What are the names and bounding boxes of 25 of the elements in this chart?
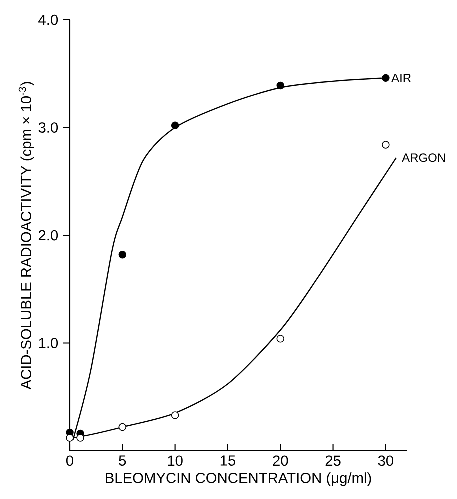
y-tick-label: 2.0 — [38, 230, 58, 241]
y-tick-label: 4.0 — [38, 14, 58, 26]
series-label: ARGON — [402, 154, 446, 162]
y-tick-label: 3.0 — [38, 122, 58, 133]
x-tick-label: 25 — [326, 456, 341, 466]
point — [118, 423, 127, 432]
point — [66, 434, 74, 442]
point — [382, 74, 390, 82]
x-tick-label: 5 — [119, 456, 126, 466]
x-axis-title: BLEOMYCIN CONCENTRATION (μg/ml) — [106, 472, 372, 486]
x-tick-label: 20 — [273, 456, 288, 466]
x-tick-label: 15 — [220, 456, 236, 466]
point — [171, 122, 180, 130]
x-tick-label: 10 — [168, 456, 183, 466]
y-axis-title: ACID-SOLUBLE RADIOACTIVITY (cpm × 10$^{-3}$) — [18, 82, 34, 390]
x-tick-label: 0 — [66, 456, 74, 466]
point — [118, 251, 127, 259]
point — [76, 434, 84, 442]
x-tick-label: 30 — [378, 456, 394, 466]
point — [276, 335, 284, 343]
point — [171, 412, 180, 420]
point — [382, 141, 390, 149]
y-tick-label: 1.0 — [39, 338, 58, 348]
point — [276, 82, 284, 90]
series-label: AIR — [392, 74, 411, 82]
